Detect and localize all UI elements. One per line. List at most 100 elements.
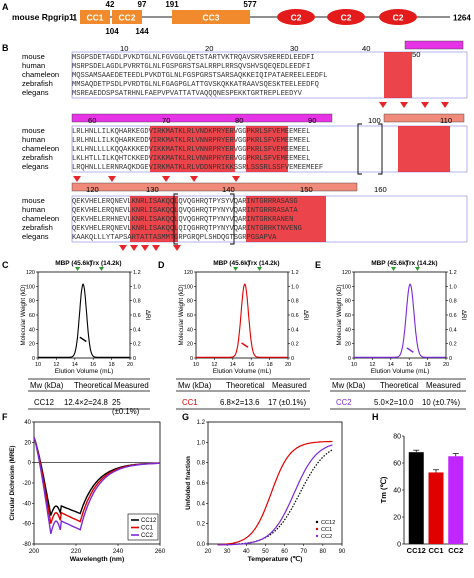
tables-area: Mw (kDa) Theoretical Measured CC12 12.4×…	[0, 378, 474, 416]
b3-row-chameleon: chameleon QEKVHELERHNEVLKNRLISAKQQLQVQGHR…	[22, 214, 294, 224]
marker-arrow	[414, 267, 420, 271]
sec-xtick-label: 16	[90, 362, 96, 368]
cd-series-cc12	[33, 437, 160, 516]
alignment-panel: 10 20 30 40 50 mouse MSGPSDETAGDLPVKDTGLN…	[0, 40, 474, 255]
b3-num-130: 130	[146, 185, 159, 194]
b3-num-160: 160	[374, 185, 387, 194]
pos-144: 144	[135, 27, 149, 36]
c2-domain-2	[327, 9, 365, 25]
sec-xlabel: Elution Volume (mL)	[213, 368, 272, 375]
sec-ytick-label: 20	[345, 342, 351, 348]
sec-xtick-label: 10	[351, 362, 357, 368]
b2-num-60: 60	[88, 116, 97, 125]
sec-xtick-label: 12	[53, 362, 59, 368]
sec-rtick-label: 0.6	[133, 313, 141, 319]
sec-xtick-label: 10	[193, 362, 199, 368]
table-cc1-c0: CC1	[182, 398, 198, 407]
b2-num-70: 70	[162, 116, 171, 125]
tm-category-label: CC2	[448, 546, 463, 555]
melt-ytick-label: 0.4	[197, 501, 206, 507]
sec-right-ylabel: ΔRI	[144, 310, 151, 321]
melt-ytick-label: 0.2	[197, 522, 206, 528]
tm-category-label: CC1	[428, 546, 443, 555]
cd-ytick-label: -80	[22, 542, 31, 548]
cc3-domain	[172, 10, 250, 24]
table-cc1: Mw (kDa) Theoretical Measured CC1 6.8×2=…	[176, 381, 310, 411]
ri-trace	[38, 283, 130, 358]
melt-xtick-label: 60	[281, 549, 288, 555]
sec-rtick-label: 1.0	[133, 284, 141, 290]
pos-191: 191	[165, 0, 179, 9]
sec-rtick-label: 0.2	[449, 342, 457, 348]
tm-category-label: CC12	[407, 546, 426, 555]
b3-num-140: 140	[222, 185, 235, 194]
cd-xlabel: Wavelength (nm)	[70, 556, 125, 563]
b3-num-120: 120	[86, 185, 99, 194]
sec-xtick-label: 14	[230, 362, 236, 368]
sec-rtick-label: 0.8	[291, 299, 299, 305]
table-cc2-h2: Measured	[426, 381, 461, 390]
sec-xtick-label: 18	[109, 362, 115, 368]
cd-chart: -80 -60 -40 -20 0 20 40 200 220 240 260 Wavelength …	[9, 420, 166, 563]
pos-1: 1	[73, 14, 78, 23]
sec-ytick-label: 40	[29, 327, 35, 333]
table-cc1-h0: Mw (kDa)	[178, 381, 212, 390]
panel-letter-c: C	[2, 260, 9, 270]
melt-ytick-label: 0.0	[197, 542, 206, 548]
melt-series-cc2	[217, 444, 333, 546]
pos-42: 42	[106, 0, 115, 9]
sec-ylabel: Molecular Weight (kD)	[20, 284, 27, 345]
sec-ytick-label: 80	[345, 299, 351, 305]
sec-rtick-label: 1.0	[449, 284, 457, 290]
protein-name: mouse Rpgrip1l	[12, 12, 77, 22]
table-cc1-c1: 6.8×2=13.6	[220, 398, 260, 407]
sec-ytick-label: 20	[29, 342, 35, 348]
b2-num-100: 100	[368, 116, 381, 125]
melt-legend-label: CC1	[321, 527, 332, 533]
melt-xtick-label: 70	[300, 549, 307, 555]
b3-row-zebrafish: zebrafish QEKVHELERQNEVLKNRLISAKQQLQIQGHR…	[22, 223, 302, 233]
sec-ylabel: Molecular Weight (kD)	[178, 284, 185, 345]
b2-row-elegans: elegans LRQHNLLLERNRAQKDGEVIRKMATKLRLVDDN…	[22, 162, 324, 172]
b3-row-mouse: mouse QEKVHELERQNEVLKNRLISAKQQLQVQGHRQTPY…	[22, 196, 298, 206]
b3-num-150: 150	[300, 185, 313, 194]
table-cc2-h0: Mw (kDa)	[332, 381, 366, 390]
cd-ytick-label: -40	[22, 501, 31, 507]
tm-chart: 0 20 40 60 80 Tm (℃) CC12 CC1 CC2	[379, 434, 468, 555]
marker-label: MBP (45.6k)	[55, 260, 92, 267]
sec-ytick-label: 0	[190, 356, 193, 362]
sec-rtick-label: 0.2	[133, 342, 141, 348]
cd-xtick-label: 240	[113, 548, 124, 555]
sec-rtick-label: 1.2	[291, 270, 299, 276]
melt-ytick-label: 1.0	[197, 440, 206, 446]
sec-ytick-label: 40	[187, 327, 193, 333]
sec-frame	[195, 271, 289, 359]
sec-ytick-label: 80	[187, 299, 193, 305]
sec-ytick-label: 100	[342, 284, 351, 290]
marker-label: Trx (14.2k)	[247, 260, 279, 267]
table-cc1-h2: Measured	[272, 381, 307, 390]
cc1-domain	[80, 10, 110, 24]
cd-ylabel: Circular Dichroism (MRE)	[9, 446, 16, 521]
sec-xtick-label: 10	[35, 362, 41, 368]
sec-ytick-label: 100	[184, 284, 193, 290]
cd-ytick-label: 20	[24, 440, 31, 446]
domain-svg: CC1 CC2 CC3 C2 C2 C2 1 42 97 191 577 126…	[73, 0, 472, 36]
melt-chart: 0.0 0.2 0.4 0.6 0.8 1.0 1.2 20 30 40 50 60 70 80 90 Tem…	[185, 420, 346, 563]
table-cc12-c1: 12.4×2=24.8	[64, 398, 108, 407]
table-cc2: Mw (kDa) Theoretical Measured CC2 5.0×2=…	[330, 381, 466, 411]
b1-num-10: 10	[120, 44, 129, 53]
b2-row-human: human LRLHNLLILKQHARKEDDVIRKMATKLRLVNNRPR…	[22, 135, 311, 145]
b1-row-mouse: mouse MSGPSDETAGDLPVKDTGLNLFGVGGLQETSTART…	[22, 52, 315, 62]
sec-ytick-label: 120	[342, 270, 351, 276]
cc2-domain	[112, 10, 142, 24]
tm-bar-cc1	[428, 472, 444, 544]
sec-rtick-label: 0.2	[291, 342, 299, 348]
panel-letter-h: H	[372, 412, 379, 422]
marker-arrow	[233, 267, 239, 271]
sec-right-ylabel: ΔRI	[302, 310, 309, 321]
tm-ytick-label: 0	[397, 542, 401, 549]
